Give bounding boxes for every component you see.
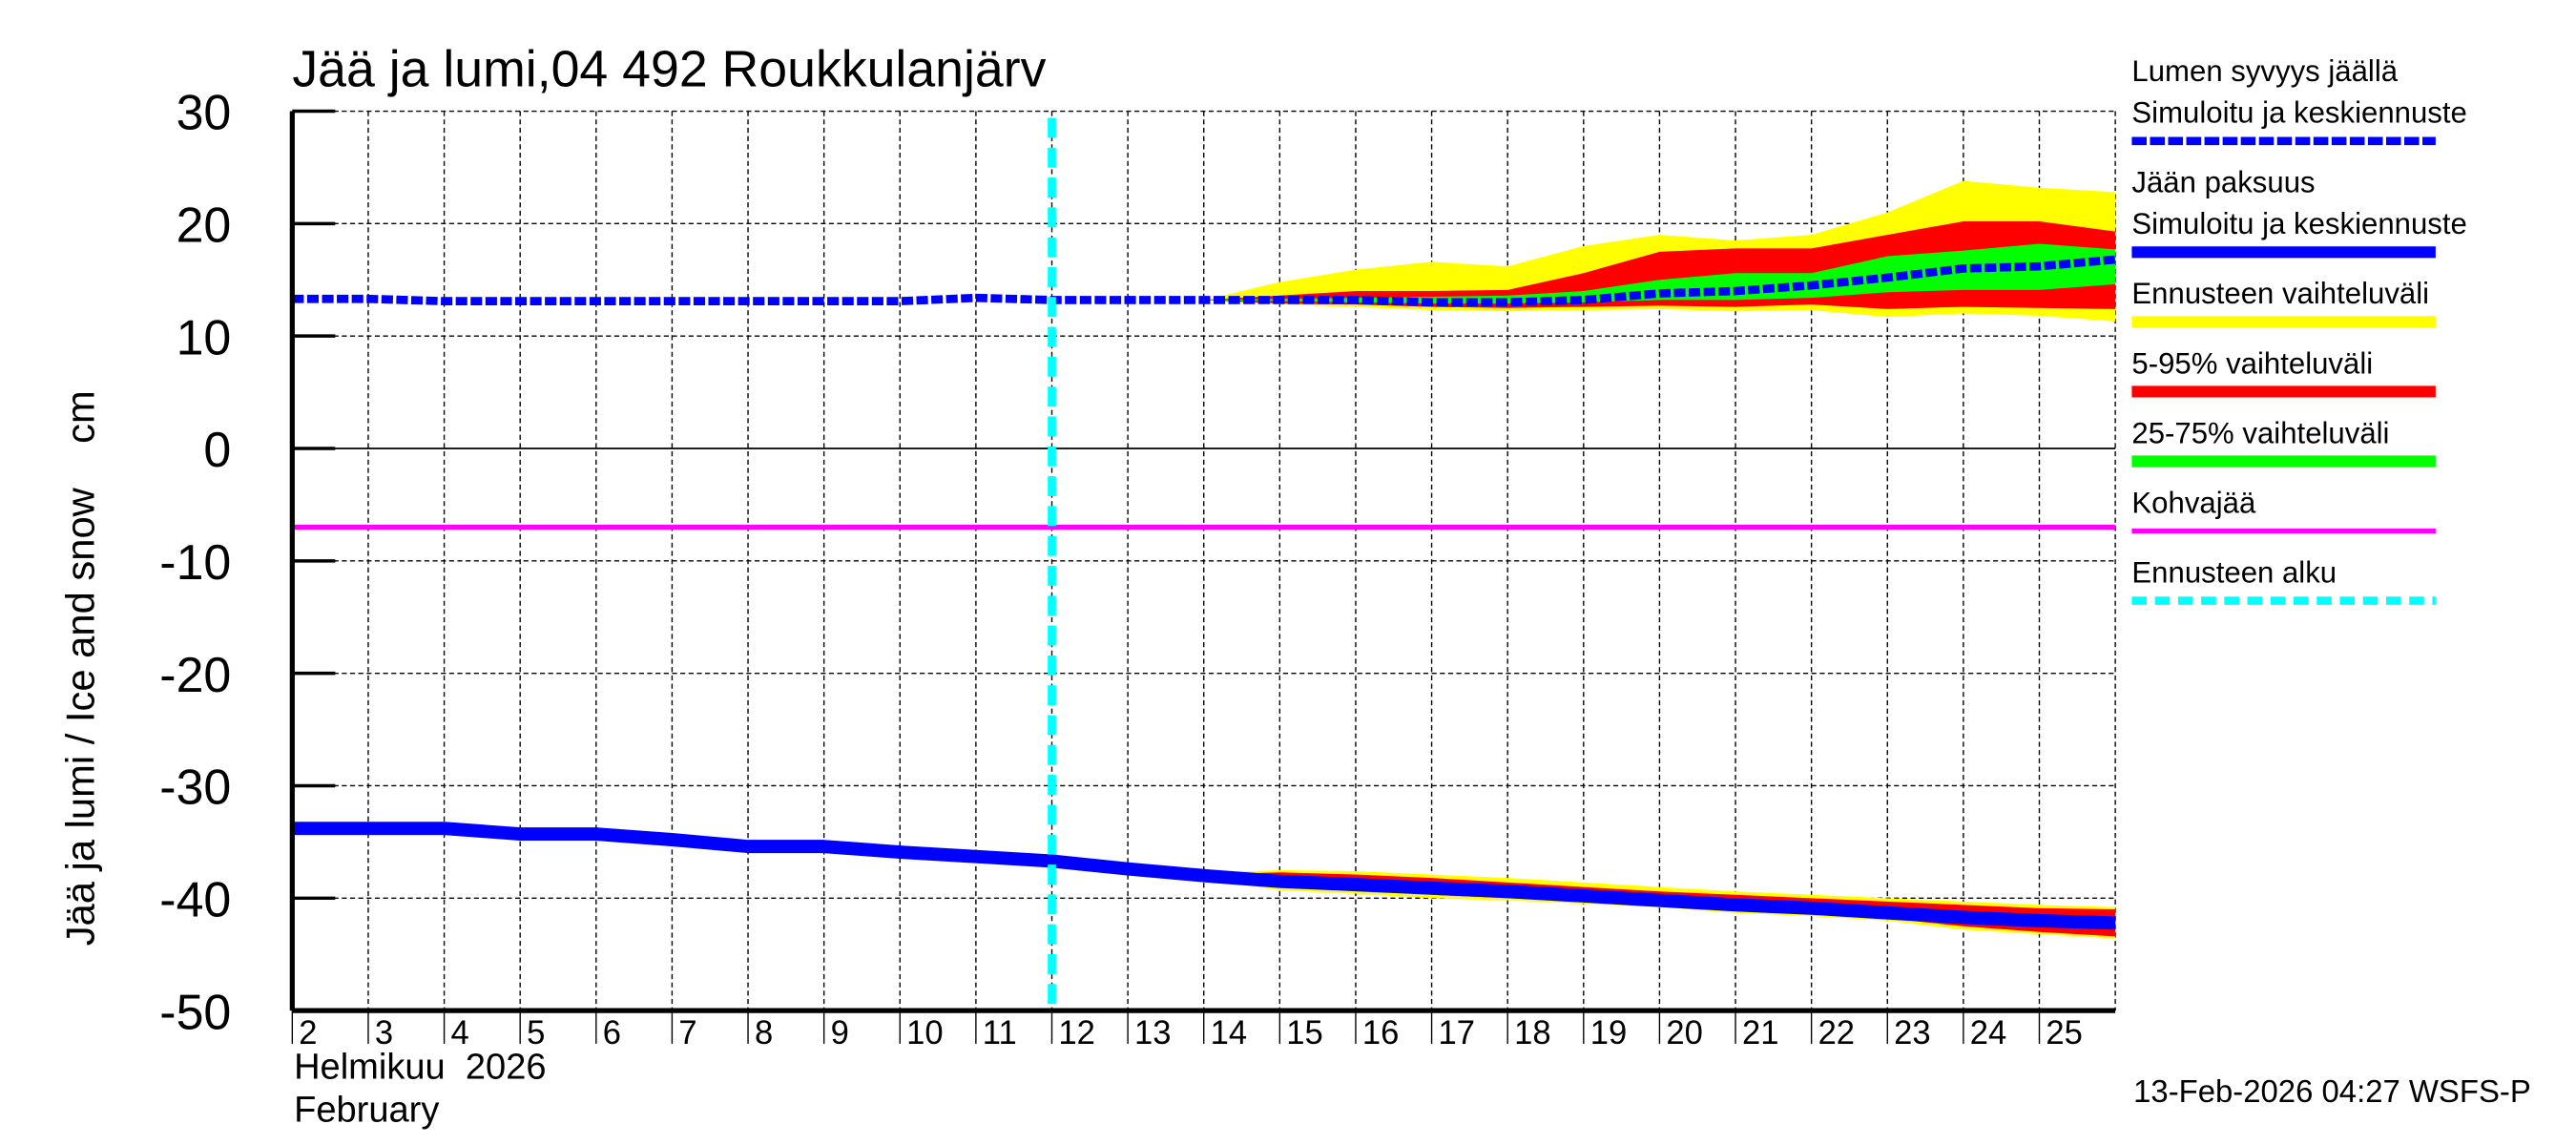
chart-title: Jää ja lumi,04 492 Roukkulanjärv: [292, 40, 1046, 97]
legend-label: Ennusteen alku: [2131, 555, 2337, 589]
x-tick-label: 15: [1286, 1015, 1323, 1051]
x-tick-label: 5: [527, 1015, 545, 1051]
x-tick-label: 10: [906, 1015, 944, 1051]
legend-label: Kohvajää: [2131, 486, 2256, 519]
x-tick-label: 6: [603, 1015, 621, 1051]
legend-item: Lumen syvyys jäällä Simuloitu ja keskienn…: [2131, 54, 2467, 146]
snow-range-band: [1203, 243, 2116, 304]
y-tick-label: -30: [159, 760, 231, 815]
legend-item: 25-75% vaihteluväli: [2131, 416, 2436, 468]
legend-label: 25-75% vaihteluväli: [2131, 416, 2389, 449]
ice-thickness-line: [292, 822, 2116, 930]
y-axis-label: Jää ja lumi / Ice and snow cm: [58, 390, 103, 946]
x-axis-month-english: February: [294, 1090, 439, 1131]
x-tick-label: 8: [755, 1015, 773, 1051]
y-tick-label: -40: [159, 872, 231, 927]
legend-label: Ennusteen vaihteluväli: [2131, 277, 2429, 310]
data-lines: [292, 117, 2116, 1011]
x-tick-label: 22: [1818, 1015, 1856, 1051]
x-tick-labels: 2 3 4 5 6 7 8 9 10 11 12 13 14 15 16 17 18 19 20 21 22 23 24 25: [299, 1015, 2083, 1051]
legend-item: Kohvajää: [2131, 486, 2436, 534]
legend-label: Jään paksuus: [2131, 166, 2315, 199]
legend-sublabel: Simuloitu ja keskiennuste: [2131, 207, 2466, 240]
x-tick-label: 13: [1134, 1015, 1172, 1051]
x-tick-label: 23: [1894, 1015, 1931, 1051]
legend-item: 5-95% vaihteluväli: [2131, 346, 2436, 398]
x-tick-label: 21: [1742, 1015, 1779, 1051]
y-tick-labels: 30 20 10 0 -10 -20 -30 -40 -50: [159, 86, 231, 1041]
legend: Lumen syvyys jäällä Simuloitu ja keskienn…: [2131, 54, 2467, 605]
x-tick-label: 2: [299, 1015, 317, 1051]
legend-label: Lumen syvyys jäällä: [2131, 54, 2398, 88]
legend-item: Jään paksuus Simuloitu ja keskiennuste: [2131, 166, 2467, 259]
timestamp: 13-Feb-2026 04:27 WSFS-P: [2133, 1073, 2531, 1109]
y-tick-label: 20: [177, 198, 232, 253]
axes: [289, 109, 2116, 1044]
x-tick-label: 19: [1590, 1015, 1628, 1051]
legend-item: Ennusteen vaihteluväli: [2131, 277, 2436, 328]
legend-sublabel: Simuloitu ja keskiennuste: [2131, 96, 2466, 130]
snow-depth-line: [292, 255, 2116, 307]
x-tick-label: 17: [1439, 1015, 1476, 1051]
x-tick-label: 18: [1514, 1015, 1551, 1051]
y-tick-label: 0: [203, 423, 231, 478]
legend-label: 5-95% vaihteluväli: [2131, 346, 2373, 380]
x-tick-label: 20: [1666, 1015, 1703, 1051]
x-tick-label: 14: [1211, 1015, 1248, 1051]
legend-item: Ennusteen alku: [2131, 555, 2436, 605]
y-tick-label: -50: [159, 985, 231, 1040]
x-axis-month-label: Helmikuu 2026: [294, 1046, 546, 1087]
x-tick-label: 3: [375, 1015, 393, 1051]
x-tick-label: 16: [1362, 1015, 1400, 1051]
x-tick-label: 24: [1970, 1015, 2007, 1051]
x-tick-label: 7: [678, 1015, 696, 1051]
x-tick-label: 12: [1058, 1015, 1095, 1051]
x-tick-label: 25: [2046, 1015, 2083, 1051]
y-tick-label: 30: [177, 86, 232, 141]
y-tick-label: -20: [159, 648, 231, 703]
x-tick-label: 11: [983, 1015, 1017, 1051]
x-tick-label: 9: [831, 1015, 849, 1051]
y-tick-label: -10: [159, 535, 231, 591]
x-tick-label: 4: [451, 1015, 469, 1051]
y-tick-label: 10: [177, 310, 232, 365]
